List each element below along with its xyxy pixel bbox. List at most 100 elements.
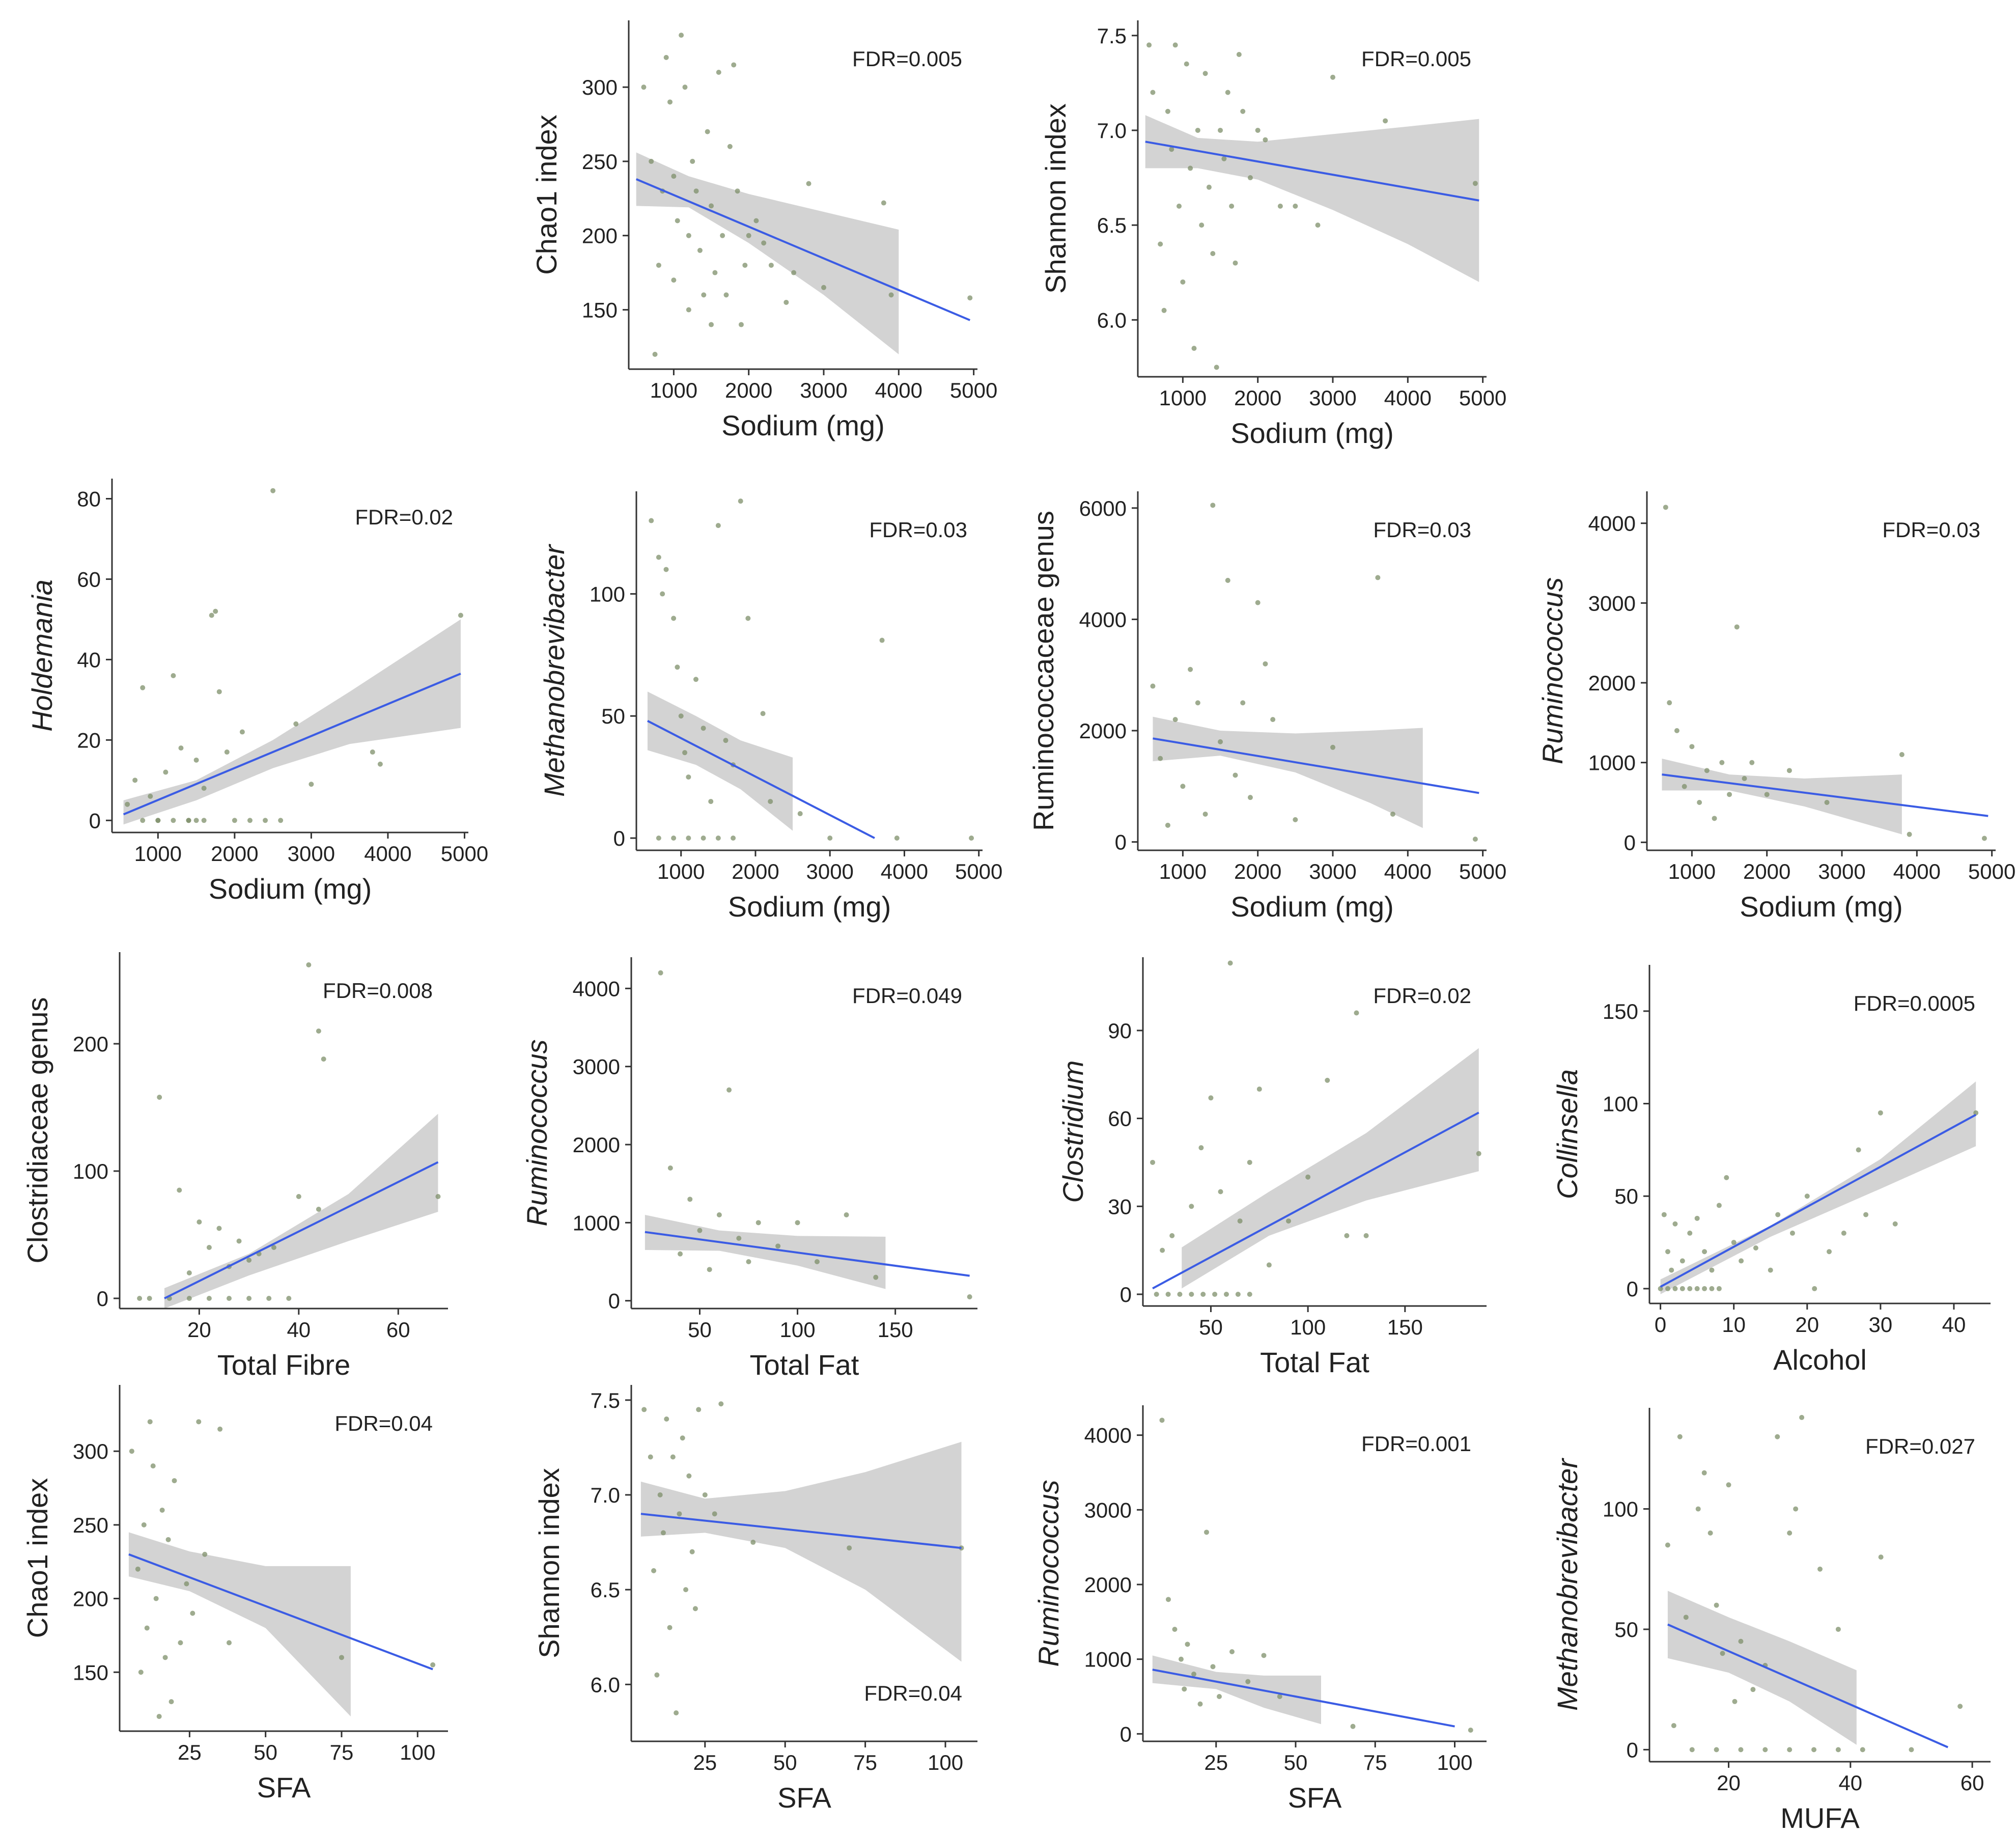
data-point: [162, 1655, 168, 1660]
x-axis-title: SFA: [1288, 1782, 1342, 1814]
data-point: [709, 322, 714, 327]
data-point: [1981, 836, 1987, 841]
data-point: [1227, 960, 1233, 966]
data-point: [654, 1672, 660, 1678]
data-point: [177, 1187, 182, 1193]
y-tick-label: 100: [1603, 1497, 1638, 1521]
data-point: [1218, 127, 1223, 133]
chart-panel-2: 1000 2000 3000 4000 5000 6.0 6.5 7.0 7.5 Sodium (…: [1040, 20, 1506, 449]
y-tick-label: 100: [1603, 1092, 1638, 1116]
data-point: [660, 591, 665, 597]
y-axis-title: Ruminococcus: [1032, 1480, 1065, 1666]
data-point: [1689, 744, 1695, 749]
data-point: [138, 1670, 144, 1675]
data-point: [656, 262, 661, 268]
data-point: [750, 1540, 756, 1545]
data-point: [1468, 1728, 1473, 1733]
data-point: [1195, 700, 1200, 706]
y-tick-label: 4000: [1084, 1424, 1132, 1448]
y-tick-label: 0: [1120, 1722, 1132, 1746]
data-point: [1350, 1724, 1356, 1729]
data-point: [658, 970, 663, 976]
chart-panel-7: 20 40 60 0 100 200 Total Fibre Clostridiaceae g…: [21, 952, 448, 1381]
data-point: [827, 836, 833, 841]
regression-line: [1667, 1623, 1949, 1748]
data-point: [679, 33, 684, 38]
data-point: [1150, 1159, 1156, 1165]
x-tick-label: 1000: [657, 859, 705, 883]
y-axis-title: Methanobrevibacter: [538, 544, 570, 797]
data-point: [286, 1296, 292, 1301]
y-tick-label: 6.5: [591, 1578, 620, 1602]
data-point: [1472, 837, 1478, 842]
data-point: [735, 188, 740, 194]
data-point: [723, 738, 729, 743]
regression-line: [164, 1161, 439, 1299]
data-point: [263, 818, 268, 823]
data-point: [321, 1057, 326, 1062]
data-point: [894, 836, 900, 841]
data-point: [969, 836, 974, 841]
y-tick-label: 90: [1108, 1019, 1132, 1043]
confidence-band: [1662, 758, 1902, 835]
data-point: [656, 554, 661, 560]
data-point: [157, 1095, 162, 1100]
data-point: [1263, 661, 1268, 666]
data-point: [1719, 760, 1725, 765]
y-tick-label: 6.5: [1097, 213, 1127, 237]
y-tick-label: 0: [608, 1289, 620, 1313]
data-point: [768, 799, 773, 804]
data-point: [1860, 1747, 1865, 1753]
regression-line: [1662, 773, 1989, 817]
chart-panel-12: 25 50 75 100 6.0 6.5 7.0 7.5 SFA Shannon index FDR…: [533, 1385, 977, 1814]
y-tick-label: 0: [1627, 1738, 1638, 1762]
x-axis-title: Sodium (mg): [1740, 891, 1903, 923]
x-tick-label: 25: [693, 1750, 717, 1774]
x-tick-label: 2000: [1743, 859, 1790, 883]
data-point: [1679, 1258, 1685, 1264]
data-point: [1256, 1087, 1262, 1092]
y-tick-label: 0: [1627, 1277, 1638, 1301]
data-point: [726, 1087, 732, 1093]
data-point: [687, 1197, 693, 1202]
y-tick-label: 200: [73, 1032, 108, 1056]
data-point: [129, 1449, 134, 1454]
x-tick-label: 4000: [1384, 859, 1432, 883]
x-tick-label: 4000: [875, 378, 922, 402]
data-point: [1863, 1212, 1869, 1217]
data-point: [201, 786, 207, 791]
data-point: [1775, 1212, 1781, 1217]
data-point: [169, 1699, 174, 1705]
data-point: [1255, 127, 1261, 133]
y-tick-label: 6.0: [1097, 308, 1127, 332]
data-point: [641, 85, 647, 90]
data-point: [1233, 260, 1238, 266]
data-point: [1161, 308, 1167, 313]
data-point: [806, 181, 811, 186]
x-tick-label: 60: [1961, 1771, 1984, 1795]
data-point: [881, 200, 886, 206]
data-point: [1753, 1245, 1758, 1251]
chart-panel-14: 20 40 60 0 50 100 MUFA Methanobrevibacter FDR=0.…: [1551, 1408, 1991, 1834]
data-point: [1663, 505, 1668, 510]
y-tick-label: 200: [582, 224, 618, 248]
chart-panel-3: 1000 2000 3000 4000 5000 0 20 40 60 80 Sodium (mg)…: [26, 479, 488, 905]
data-point: [1286, 1218, 1292, 1224]
x-axis-title: SFA: [777, 1782, 831, 1814]
data-point: [216, 1226, 222, 1231]
y-tick-label: 0: [97, 1287, 108, 1311]
data-point: [339, 1655, 344, 1660]
confidence-band: [164, 1114, 438, 1309]
data-point: [701, 292, 707, 298]
confidence-band: [640, 1441, 962, 1662]
data-point: [715, 523, 721, 529]
chart-panel-4: 1000 2000 3000 4000 5000 0 50 100 Sodium (mg) Met…: [538, 491, 1002, 923]
data-point: [649, 158, 654, 164]
data-point: [1812, 1286, 1817, 1291]
y-tick-label: 60: [77, 567, 101, 591]
y-tick-label: 3000: [573, 1055, 620, 1079]
regression-line: [1152, 1111, 1479, 1290]
chart-panel-5: 1000 2000 3000 4000 5000 0 2000 4000 6000 Sodium …: [1027, 491, 1506, 923]
x-tick-label: 1000: [1668, 859, 1716, 883]
data-point: [814, 1259, 820, 1264]
